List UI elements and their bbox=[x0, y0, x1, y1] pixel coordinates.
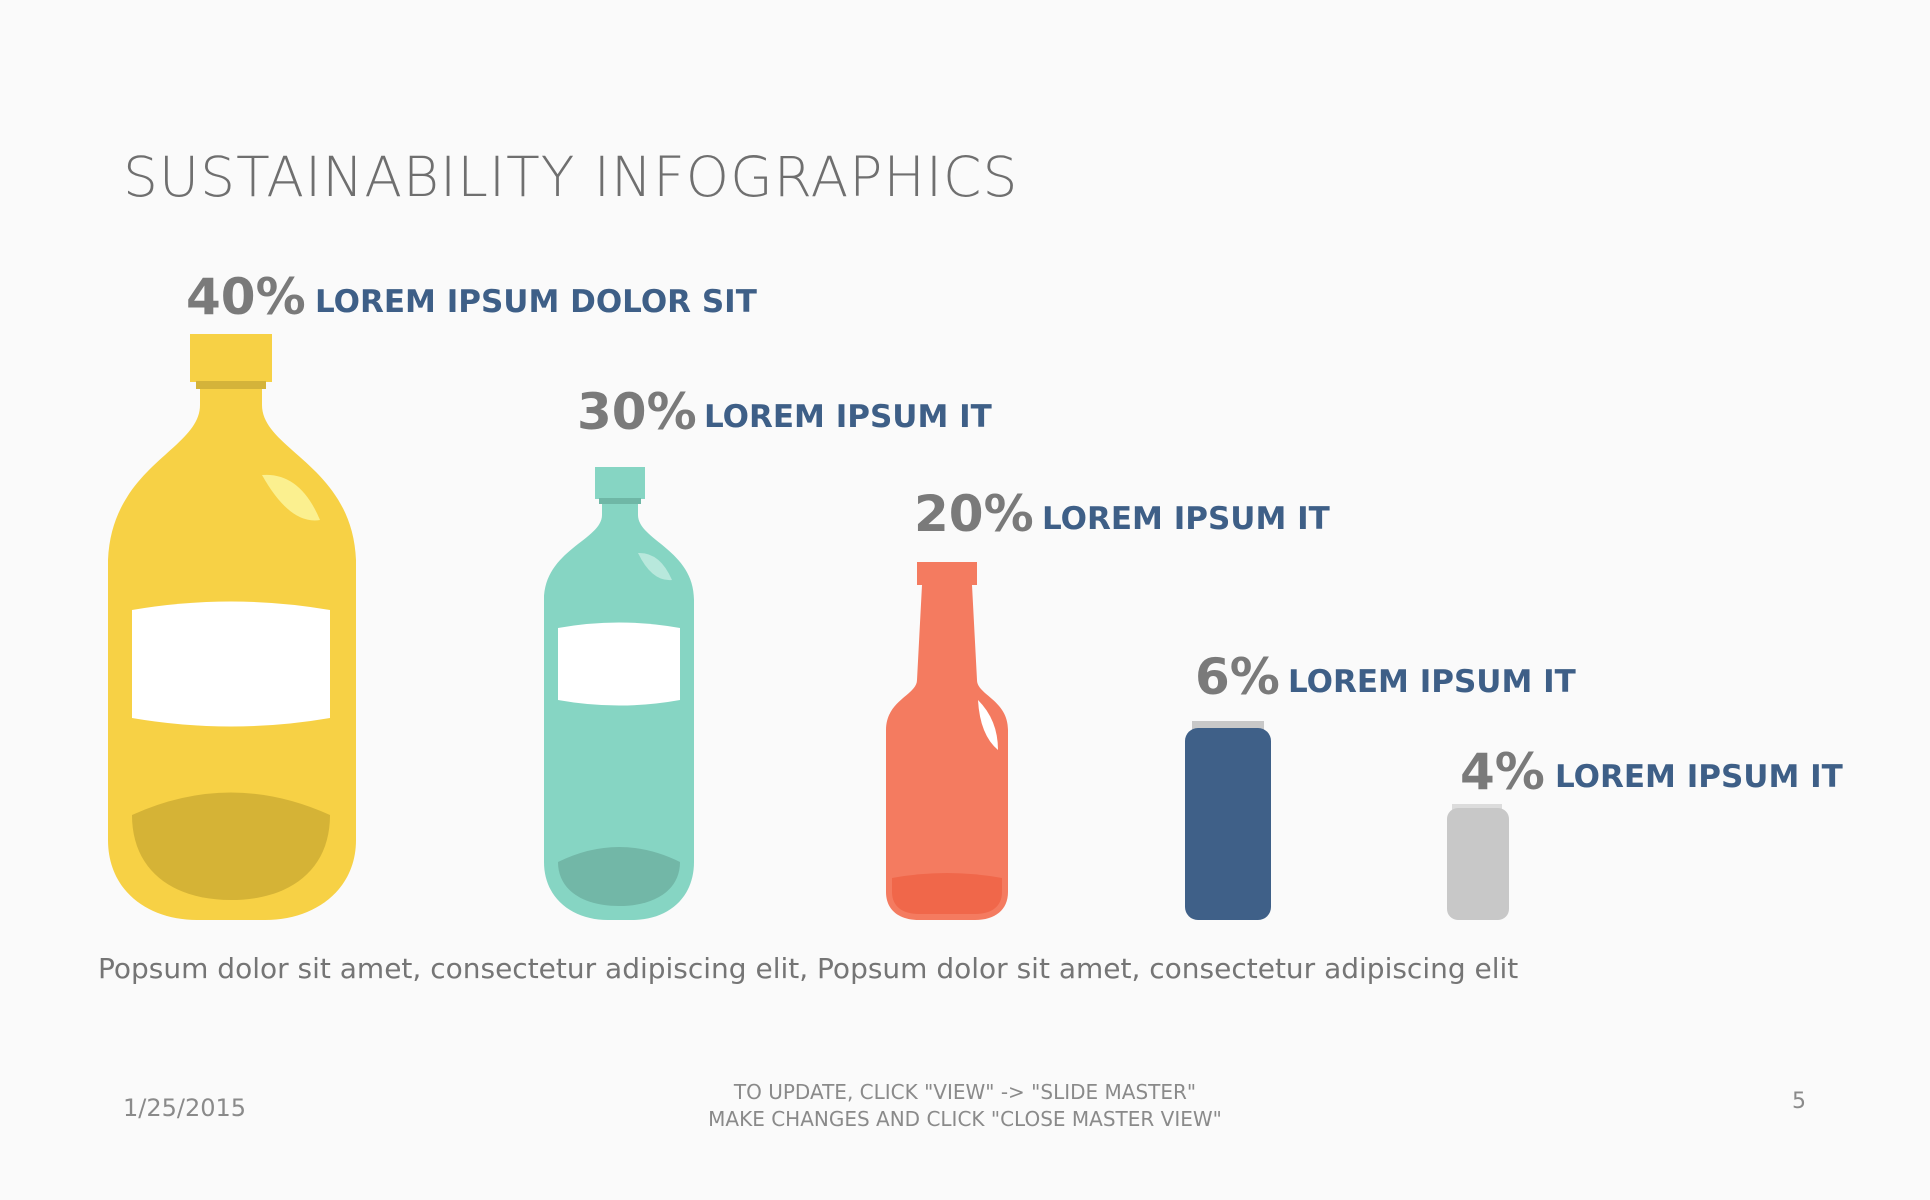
percent-value: 30% bbox=[577, 383, 697, 441]
glass-bottle-icon bbox=[886, 562, 1008, 920]
item-label: LOREM IPSUM IT bbox=[1288, 664, 1576, 700]
footer-note-line1: TO UPDATE, CLICK "VIEW" -> "SLIDE MASTER… bbox=[733, 1080, 1197, 1104]
medium-bottle-icon bbox=[544, 467, 694, 920]
slide-title: SUSTAINABILITY INFOGRAPHICS bbox=[123, 145, 1019, 209]
percent-value: 20% bbox=[914, 485, 1034, 543]
large-bottle-icon bbox=[108, 334, 356, 920]
percent-value: 40% bbox=[186, 268, 306, 326]
small-can-icon bbox=[1447, 804, 1509, 920]
slide-number: 5 bbox=[1792, 1089, 1806, 1114]
item-label: LOREM IPSUM IT bbox=[1555, 759, 1843, 795]
footer-note-line2: MAKE CHANGES AND CLICK "CLOSE MASTER VIE… bbox=[708, 1107, 1222, 1131]
percent-value: 4% bbox=[1460, 743, 1545, 801]
percent-value: 6% bbox=[1195, 648, 1280, 706]
caption-text: Popsum dolor sit amet, consectetur adipi… bbox=[98, 952, 1519, 985]
item-label: LOREM IPSUM DOLOR SIT bbox=[315, 284, 757, 320]
can-icon bbox=[1185, 721, 1271, 920]
item-label: LOREM IPSUM IT bbox=[1042, 501, 1330, 537]
footer-date: 1/25/2015 bbox=[123, 1094, 247, 1122]
item-label: LOREM IPSUM IT bbox=[704, 399, 992, 435]
